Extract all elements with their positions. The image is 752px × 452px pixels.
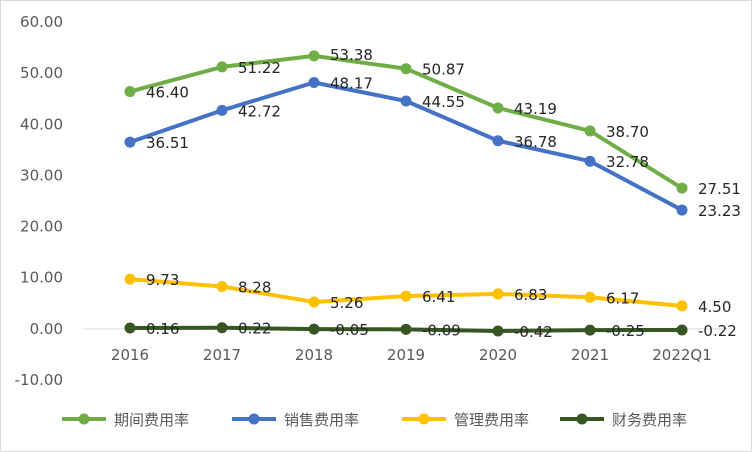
data-point [492,102,504,114]
x-tick-label: 2018 [295,346,333,364]
data-label: 48.17 [330,75,373,93]
data-label: 36.51 [146,134,189,152]
y-tick-label: 50.00 [20,64,63,82]
legend-marker [248,413,260,425]
data-point [492,288,504,300]
x-axis-ticks: 2016 2017 2018 2019 2020 2021 2022Q1 [111,346,712,364]
y-tick-label: 10.00 [20,269,63,287]
data-point [124,322,136,334]
data-label: 44.55 [422,93,465,111]
y-tick-label: 60.00 [20,13,63,31]
x-tick-label: 2019 [387,346,425,364]
data-label: -0.25 [606,322,645,340]
y-tick-label: 20.00 [20,218,63,236]
data-label: 38.70 [606,123,649,141]
data-point [216,281,228,293]
data-label: 0.16 [146,320,179,338]
data-point [124,273,136,285]
x-tick-label: 2022Q1 [652,346,712,364]
legend-label: 销售费用率 [284,411,359,429]
data-point [676,324,688,336]
data-point [400,95,412,107]
data-label: 36.78 [514,133,557,151]
data-label: 27.51 [698,180,741,198]
data-label: -0.42 [514,323,553,341]
legend: 期间费用率 销售费用率 管理费用率 财务费用率 [62,411,687,429]
data-label: 6.41 [422,288,455,306]
y-tick-label: 0.00 [30,320,63,338]
data-point [400,63,412,75]
data-label: 43.19 [514,100,557,118]
data-point [216,104,228,116]
data-label: 9.73 [146,271,179,289]
legend-marker [576,413,588,425]
data-label: -0.09 [422,321,461,339]
data-point [216,322,228,334]
data-point [584,125,596,137]
x-tick-label: 2016 [111,346,149,364]
data-label: 50.87 [422,61,465,79]
data-label: 23.23 [698,202,741,220]
data-label: 6.17 [606,289,639,307]
x-tick-label: 2020 [479,346,517,364]
data-label: -0.05 [330,321,369,339]
data-label: 53.38 [330,46,373,64]
data-point [676,204,688,216]
data-label: 5.26 [330,294,363,312]
legend-label: 财务费用率 [612,411,687,429]
legend-label: 管理费用率 [454,411,529,429]
data-point [308,77,320,89]
data-point [216,61,228,73]
data-point [308,50,320,62]
data-point [676,182,688,194]
data-label: 32.78 [606,153,649,171]
data-label: -0.22 [698,322,737,340]
data-point [400,290,412,302]
data-point [124,86,136,98]
y-tick-label: 40.00 [20,115,63,133]
data-label: 42.72 [238,102,281,120]
series-points [124,50,688,337]
data-point [584,324,596,336]
data-labels: 46.40 51.22 53.38 50.87 43.19 38.70 27.51 36.51… [146,46,741,341]
data-point [124,136,136,148]
legend-marker [78,413,90,425]
data-point [400,323,412,335]
data-point [492,325,504,337]
data-label: 46.40 [146,84,189,102]
y-tick-label: -10.00 [15,371,63,389]
data-label: 8.28 [238,279,271,297]
legend-marker [418,413,430,425]
y-tick-label: 30.00 [20,166,63,184]
data-label: 6.83 [514,286,547,304]
data-point [584,291,596,303]
data-point [584,155,596,167]
data-point [676,300,688,312]
data-label: 51.22 [238,59,281,77]
y-axis-ticks: 60.00 50.00 40.00 30.00 20.00 10.00 0.00 -10.00 [15,13,63,389]
x-tick-label: 2017 [203,346,241,364]
legend-label: 期间费用率 [114,411,189,429]
data-point [492,135,504,147]
data-point [308,323,320,335]
data-label: 4.50 [698,298,731,316]
data-label: 0.22 [238,320,271,338]
data-point [308,296,320,308]
x-tick-label: 2021 [571,346,609,364]
